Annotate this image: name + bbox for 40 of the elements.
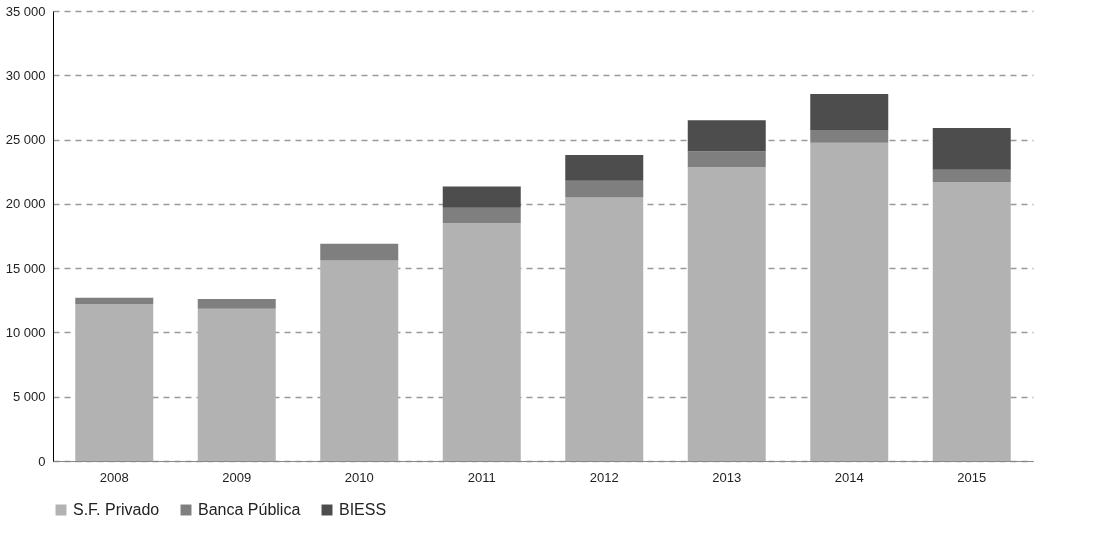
y-tick-label: 30 000	[5, 67, 46, 83]
bar	[565, 197, 644, 461]
x-tick-label: 2011	[467, 469, 496, 485]
bar	[442, 186, 521, 208]
bar	[442, 207, 521, 224]
bar	[320, 243, 399, 261]
legend-label: Banca Pública	[198, 501, 301, 518]
bar	[197, 308, 276, 461]
bar	[320, 260, 399, 461]
x-tick-label: 2008	[99, 469, 129, 485]
bar	[932, 182, 1011, 461]
x-tick-label: 2010	[344, 469, 374, 485]
bar	[810, 142, 889, 461]
legend-label: BIESS	[339, 501, 387, 518]
x-tick-label: 2014	[834, 469, 864, 485]
bar	[75, 297, 154, 305]
bar	[932, 128, 1011, 170]
y-tick-label: 5 000	[12, 389, 46, 405]
legend-label: S.F. Privado	[73, 501, 160, 518]
bar	[687, 120, 766, 152]
bar	[932, 169, 1011, 182]
y-tick-label: 20 000	[5, 196, 46, 212]
x-tick-label: 2009	[222, 469, 252, 485]
bar	[687, 167, 766, 461]
bar	[442, 223, 521, 461]
y-tick-label: 0	[38, 453, 46, 469]
x-tick-label: 2013	[712, 469, 742, 485]
bar	[687, 151, 766, 168]
y-tick-label: 35 000	[5, 3, 46, 19]
bar	[565, 155, 644, 181]
y-tick-label: 15 000	[5, 260, 46, 276]
y-tick-label: 25 000	[5, 132, 46, 148]
bar	[810, 93, 889, 130]
y-tick-label: 10 000	[5, 324, 46, 340]
bar	[810, 129, 889, 143]
bar	[197, 299, 276, 309]
bar	[565, 180, 644, 198]
x-tick-label: 2012	[589, 469, 619, 485]
bar	[75, 304, 154, 461]
x-tick-label: 2015	[957, 469, 987, 485]
